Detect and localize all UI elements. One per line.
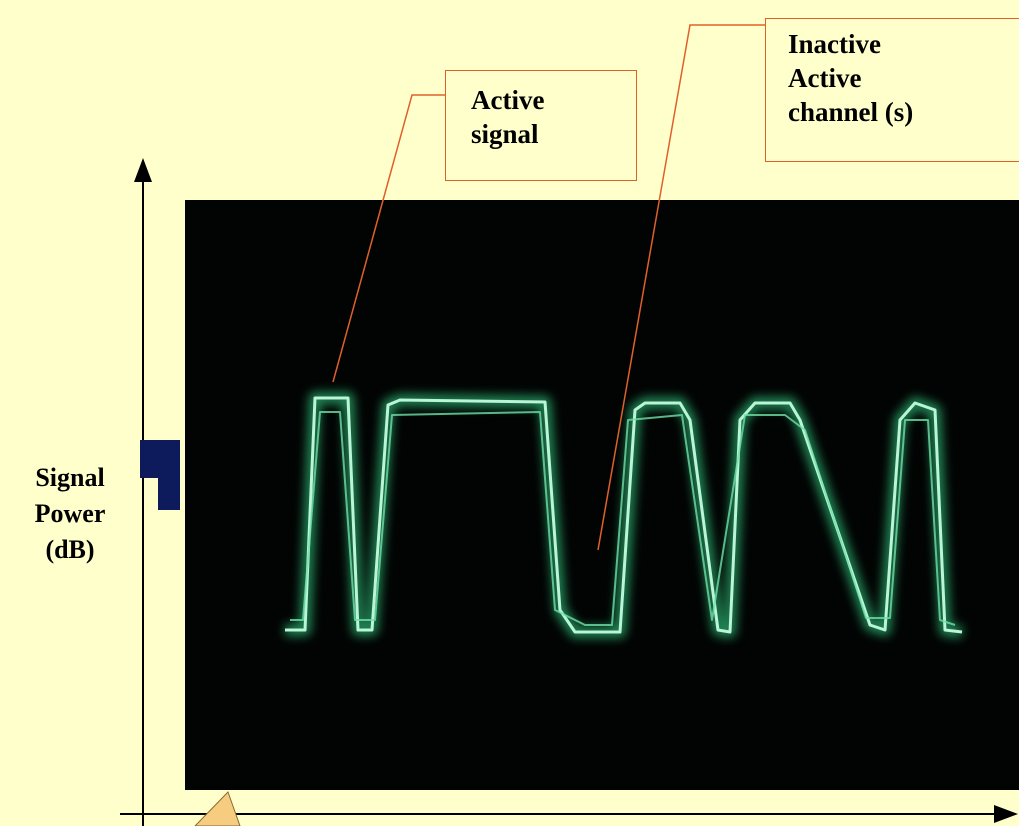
y-axis-label-line: Signal <box>10 460 130 496</box>
callout-box: Active signal <box>445 70 637 181</box>
callout-text: Active <box>788 61 1019 95</box>
y-axis-label-line: (dB) <box>10 532 130 568</box>
slide: {"callouts": [ {"lines": ["Active", "sig… <box>0 0 1019 826</box>
callout-text: signal <box>471 117 636 151</box>
callout-box: Inactive Active channel (s) <box>765 18 1019 162</box>
callout-text: channel (s) <box>788 95 1019 129</box>
y-axis-arrow <box>134 158 152 182</box>
x-axis-arrow <box>994 805 1018 823</box>
marker-block <box>140 440 180 510</box>
callout-text: Active <box>471 83 636 117</box>
y-axis-label-line: Power <box>10 496 130 532</box>
callout-text: Inactive <box>788 27 1019 61</box>
pointer-shape <box>195 792 240 826</box>
y-axis-label: Signal Power (dB) <box>10 460 130 568</box>
